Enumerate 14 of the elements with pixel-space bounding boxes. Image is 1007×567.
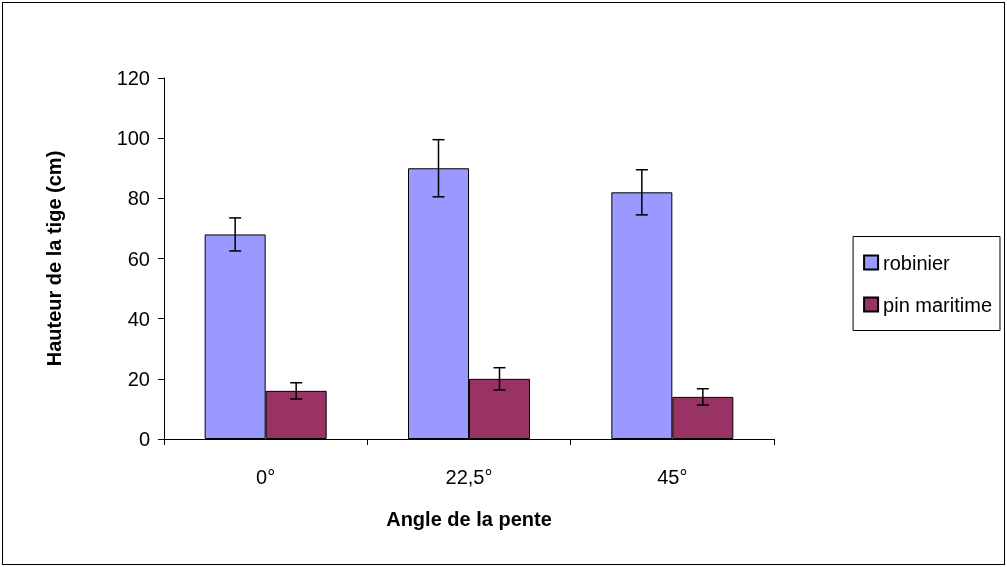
y-tick-label: 100 <box>116 127 150 150</box>
x-tick-label: 45° <box>657 466 688 488</box>
x-axis-title: Angle de la pente <box>386 508 552 530</box>
y-axis-title: Hauteur de la tige (cm) <box>43 150 65 367</box>
x-tick-label: 0° <box>256 466 276 488</box>
y-tick-label: 60 <box>127 247 150 270</box>
y-tick-label: 20 <box>127 367 150 390</box>
x-tick-label: 22,5° <box>445 466 493 488</box>
y-tick-label: 40 <box>127 307 150 330</box>
legend-label: robinier <box>883 251 951 274</box>
y-tick-label: 80 <box>127 187 150 210</box>
y-tick-label: 120 <box>116 67 150 89</box>
legend-label: pin maritime <box>883 293 993 316</box>
y-tick-label: 0 <box>138 428 150 450</box>
